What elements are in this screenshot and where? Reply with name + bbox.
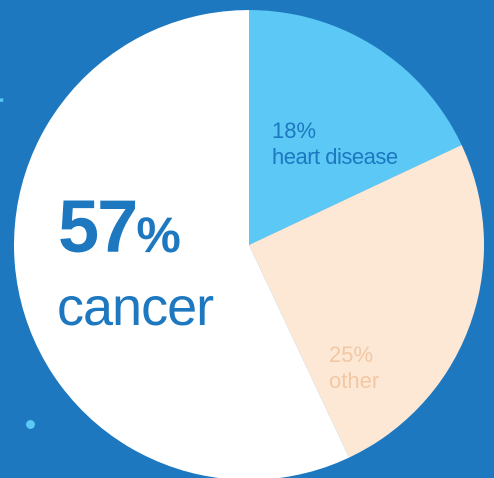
pie-slice-cancer xyxy=(14,10,350,478)
decorative-dot xyxy=(26,420,35,429)
clipped-side-text: r xyxy=(0,88,4,122)
cancer-percent-symbol: % xyxy=(136,207,181,263)
pie-slice-heart-disease xyxy=(249,10,462,245)
pie-slice-other xyxy=(249,144,485,458)
cancer-percent-label: 57% xyxy=(58,190,181,264)
cancer-name-label: cancer xyxy=(57,277,214,337)
other-percent-label: 25% xyxy=(329,342,374,367)
heart-disease-percent-label: 18% xyxy=(272,118,317,143)
heart-disease-name-label: heart disease xyxy=(272,144,398,169)
other-name-label: other xyxy=(329,368,380,393)
cancer-percent-value: 57 xyxy=(58,185,138,268)
